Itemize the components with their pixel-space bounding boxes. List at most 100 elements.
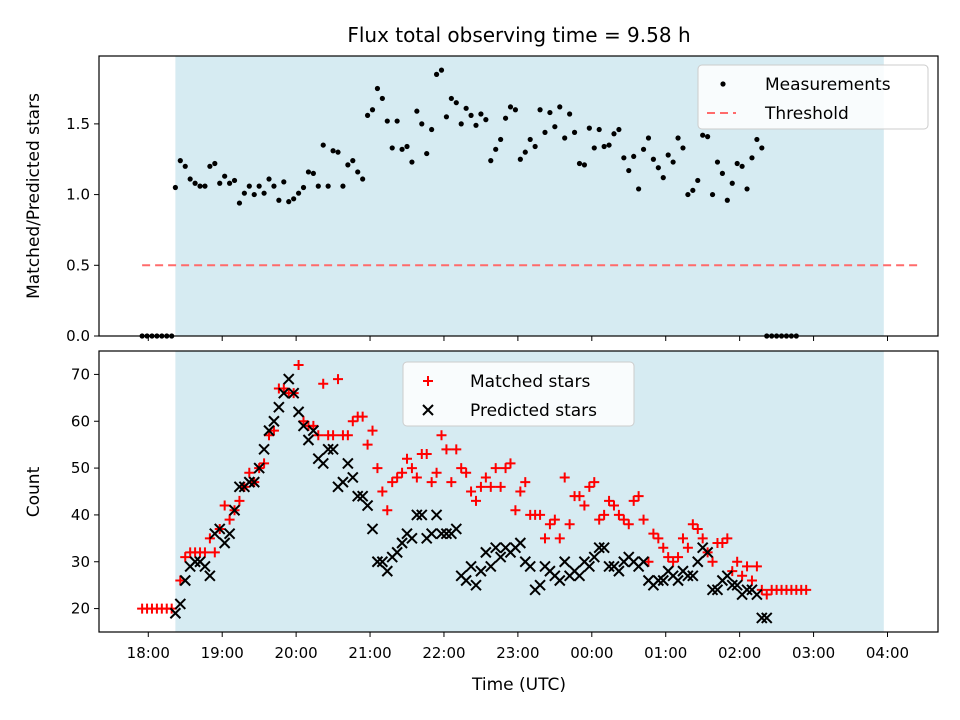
matched-stars-point	[461, 467, 472, 478]
matched-stars-point	[377, 486, 388, 497]
matched-stars-point	[421, 449, 432, 460]
predicted-stars-point	[391, 546, 403, 559]
matched-stars-point	[544, 519, 555, 530]
predicted-stars-point	[322, 443, 334, 456]
top-y-tick-label: 1.0	[66, 186, 90, 204]
predicted-stars-point	[347, 471, 359, 484]
predicted-stars-point	[174, 598, 187, 610]
measurement-point	[709, 191, 716, 198]
matched-stars-point	[801, 584, 812, 595]
measurement-point	[626, 167, 632, 174]
predicted-stars-point	[381, 565, 393, 577]
predicted-stars-point	[302, 434, 315, 446]
matched-stars-point	[500, 463, 511, 474]
predicted-stars-point	[396, 537, 408, 549]
predicted-stars-point	[475, 565, 487, 577]
matched-stars-point	[564, 519, 575, 530]
x-tick-label: 22:00	[422, 644, 465, 662]
measurement-point	[355, 169, 361, 175]
measurement-point	[636, 186, 642, 192]
matched-stars-point	[318, 378, 329, 389]
matched-stars-point	[382, 505, 393, 516]
measurement-point	[261, 190, 267, 196]
predicted-stars-point	[376, 556, 389, 568]
measurement-point	[552, 124, 558, 130]
predicted-stars-point	[307, 424, 320, 437]
measurement-point	[281, 179, 287, 185]
predicted-stars-point	[657, 574, 669, 587]
measurement-point	[557, 104, 563, 110]
bottom-y-tick-label: 50	[71, 459, 90, 477]
measurement-point	[596, 126, 602, 133]
measurement-point	[650, 156, 657, 162]
measurement-point	[271, 183, 277, 189]
measurement-point	[611, 131, 617, 137]
matched-stars-point	[613, 509, 624, 520]
matched-stars-point	[608, 500, 619, 511]
matched-stars-point	[293, 360, 304, 371]
predicted-stars-point	[480, 546, 492, 559]
matched-stars-point	[559, 472, 570, 483]
predicted-stars-point	[598, 541, 610, 554]
legend-label: Measurements	[765, 75, 891, 95]
measurement-point	[483, 117, 489, 123]
matched-stars-point	[515, 486, 526, 497]
matched-stars-point	[579, 500, 590, 511]
matched-stars-point	[268, 425, 279, 436]
matched-stars-point	[199, 547, 210, 558]
matched-stars-point	[397, 467, 408, 478]
matched-stars-point	[234, 495, 245, 506]
measurement-point	[512, 107, 519, 113]
matched-stars-point	[658, 542, 669, 553]
matched-stars-point	[347, 416, 358, 427]
matched-stars-point	[742, 561, 753, 572]
measurement-point	[498, 136, 504, 143]
measurement-point	[369, 107, 376, 113]
predicted-stars-point	[682, 570, 694, 582]
measurement-point	[562, 135, 568, 141]
predicted-stars-point	[292, 406, 305, 418]
predicted-stars-point	[317, 457, 329, 470]
predicted-stars-point	[406, 532, 418, 545]
predicted-stars-point	[283, 373, 295, 385]
measurement-point	[621, 155, 627, 161]
matched-stars-point	[682, 542, 693, 553]
bottom-y-tick-label: 40	[71, 506, 90, 524]
matched-stars-point	[648, 528, 659, 539]
measurement-point	[295, 190, 302, 196]
measurement-point	[177, 158, 183, 164]
measurement-point	[581, 162, 588, 168]
predicted-stars-point	[701, 546, 714, 559]
x-tick-label: 00:00	[570, 644, 613, 662]
matched-stars-point	[180, 552, 191, 563]
measurement-point	[468, 112, 474, 118]
legend-measurements-swatch	[720, 81, 726, 87]
measurement-point	[212, 160, 218, 167]
matched-stars-point	[653, 533, 664, 544]
matched-stars-point	[441, 444, 452, 455]
predicted-stars-point	[366, 523, 379, 535]
predicted-stars-point	[687, 570, 699, 582]
predicted-stars-point	[356, 490, 369, 502]
predicted-stars-point	[258, 443, 270, 456]
matched-stars-point	[495, 481, 506, 492]
measurement-point	[714, 159, 721, 165]
top-legend	[697, 64, 929, 130]
predicted-stars-point	[593, 541, 605, 554]
predicted-stars-point	[278, 387, 290, 399]
measurement-point	[542, 129, 548, 135]
matched-stars-point	[535, 509, 546, 520]
measurement-point	[670, 159, 676, 165]
predicted-stars-point	[637, 556, 650, 568]
top-y-axis-label: Matched/Predicted stars	[24, 93, 44, 299]
measurement-point	[719, 170, 725, 176]
matched-stars-point	[426, 477, 437, 488]
measurement-point	[606, 142, 612, 148]
matched-stars-point	[751, 561, 762, 572]
measurement-point	[286, 199, 292, 205]
measurement-point	[187, 176, 193, 182]
predicted-stars-point	[352, 490, 364, 502]
measurement-point	[547, 109, 553, 116]
measurement-point	[700, 132, 706, 138]
measurement-point	[246, 183, 252, 189]
